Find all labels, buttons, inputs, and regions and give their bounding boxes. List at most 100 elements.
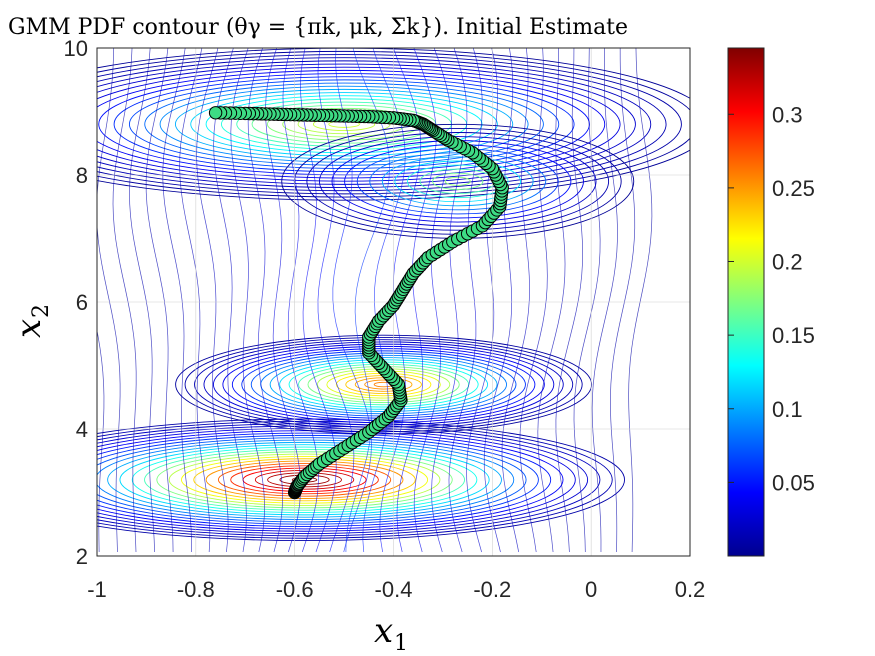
x-tick-label: -0.2 (473, 577, 511, 602)
plot-area (96, 47, 691, 557)
contour-level (265, 48, 301, 553)
contour-level (448, 48, 483, 553)
contour-level (555, 48, 583, 553)
x-tick-label: -0.8 (177, 577, 215, 602)
contour-level (144, 82, 544, 166)
contour-level (97, 420, 613, 539)
colorbar-tick-label: 0.15 (772, 323, 815, 348)
contour-level (519, 48, 548, 553)
contour-level (205, 460, 404, 499)
contour-level (217, 462, 392, 497)
chart-title: GMM PDF contour (θγ = {πk, μk, Σk}). Ini… (8, 15, 628, 40)
x-tick-label: -1 (87, 577, 107, 602)
contour-level (444, 176, 471, 186)
contour-level (159, 85, 529, 163)
contour-level (145, 48, 174, 553)
x-tick-label: -0.4 (375, 577, 413, 602)
contour-level (175, 334, 593, 435)
contour-level (230, 48, 265, 553)
svg-text:1: 1 (394, 631, 408, 656)
contour-level (394, 160, 522, 203)
contour-level (156, 451, 453, 509)
contour-level (97, 54, 682, 195)
contour-level (97, 50, 690, 198)
y-tick-label: 2 (76, 544, 88, 569)
svg-text:x: x (9, 319, 49, 338)
contour-level (407, 164, 509, 199)
contour-level (319, 136, 597, 227)
contour-level (610, 48, 636, 553)
contour-level (144, 448, 465, 511)
y-tick-label: 8 (76, 163, 88, 188)
trajectory-markers (208, 106, 509, 500)
contour-level (381, 156, 534, 207)
contour-level (97, 439, 515, 520)
contour-level (112, 48, 137, 553)
x-tick-labels: -1 -0.8 -0.6 -0.4 -0.2 0 0.2 (87, 577, 705, 602)
contour-level (174, 88, 514, 160)
y-tick-label: 4 (76, 417, 88, 442)
y-tick-label: 6 (76, 290, 88, 315)
svg-text:x: x (374, 611, 393, 651)
contour-level (97, 63, 636, 185)
colorbar-tick-label: 0.05 (772, 470, 815, 495)
contour-level (97, 418, 625, 542)
contour-level (97, 425, 588, 535)
colorbar: 0.05 0.1 0.15 0.2 0.25 0.3 (727, 47, 815, 557)
x-axis-label: x 1 (374, 611, 408, 656)
contour-level (194, 339, 574, 430)
contour-level (97, 60, 652, 188)
contour-level (213, 48, 247, 553)
colorbar-gradient (727, 47, 765, 557)
contour-level (413, 48, 452, 553)
contour-level (97, 69, 606, 179)
contour-level (181, 455, 429, 504)
contour-level (573, 48, 601, 553)
contour-level (483, 48, 514, 553)
trajectory-point (208, 106, 223, 120)
x-tick-label: 0 (585, 577, 597, 602)
contour-level (97, 66, 621, 182)
contour-level (107, 441, 502, 518)
contour-level (306, 132, 610, 231)
contour-level (162, 48, 192, 553)
contour-level (129, 48, 155, 553)
contour-level (97, 57, 667, 192)
contour-level (466, 48, 498, 553)
contour-level (193, 458, 416, 502)
contour-level (247, 48, 283, 553)
contour-level (179, 48, 211, 553)
contour-level (269, 357, 498, 412)
y-axis-label: x 2 (9, 304, 54, 338)
contour-level (196, 48, 229, 553)
contour-level (97, 328, 105, 553)
contour-level (501, 48, 530, 553)
y-tick-label: 10 (64, 36, 88, 61)
plot-frame (96, 47, 691, 557)
svg-text:2: 2 (29, 304, 54, 318)
contour-level (97, 423, 601, 537)
contour-level (396, 48, 437, 553)
y-tick-labels: 2 4 6 8 10 (64, 36, 88, 569)
contour-level (128, 79, 560, 169)
contour-level (431, 48, 468, 553)
contour-level (131, 446, 478, 513)
contour-level (119, 444, 490, 516)
contour-level (369, 152, 547, 211)
colorbar-tick-label: 0.1 (772, 397, 803, 422)
colorbar-tick-label: 0.2 (772, 250, 803, 275)
contour-level (205, 95, 483, 154)
contour-level (97, 48, 121, 553)
x-tick-label: 0.2 (675, 577, 706, 602)
contour-level (230, 465, 379, 495)
x-tick-label: -0.6 (276, 577, 314, 602)
contour-level (628, 48, 653, 553)
contour-level (432, 172, 484, 190)
contour-level (97, 432, 552, 528)
contour-level (97, 437, 527, 523)
contour-level (591, 48, 618, 553)
colorbar-tick-label: 0.3 (772, 102, 803, 127)
contour-level (300, 48, 337, 553)
contour-level (113, 76, 575, 173)
